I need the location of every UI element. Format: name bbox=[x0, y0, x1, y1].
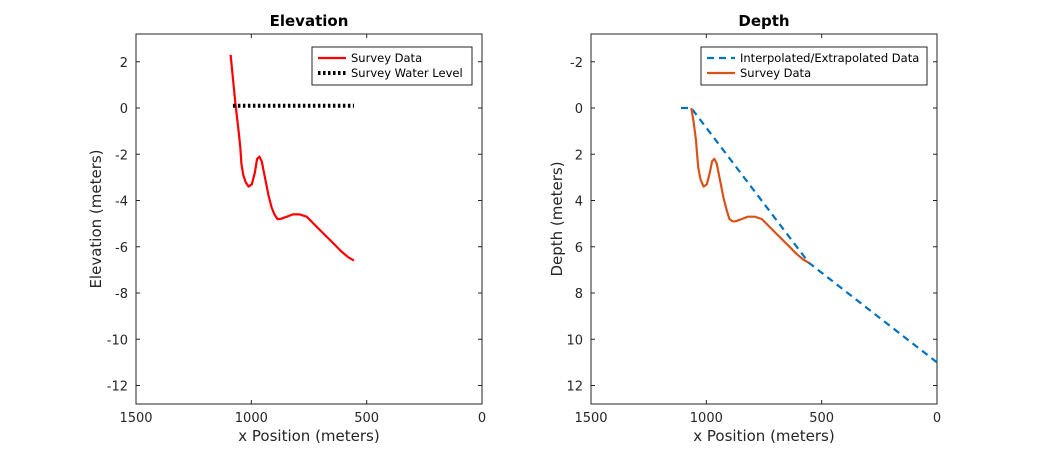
depth-plot-legend-label-0: Interpolated/Extrapolated Data bbox=[740, 51, 919, 65]
x-tick-label: 1000 bbox=[235, 411, 268, 426]
y-tick-label: -2 bbox=[115, 148, 128, 163]
x-tick-label: 1500 bbox=[574, 411, 607, 426]
x-tick-label: 0 bbox=[933, 411, 941, 426]
x-tick-label: 1000 bbox=[690, 411, 723, 426]
depth-plot-series-0-line bbox=[681, 106, 938, 364]
depth-plot-title: Depth bbox=[738, 12, 789, 30]
elevation-plot-series bbox=[229, 54, 355, 262]
elevation-plot: Elevation 1500 1000 500 0 2 0 -2 -4 -6 -8 -10 -12 x… bbox=[87, 12, 486, 445]
elevation-plot-ticks: 1500 1000 500 0 2 0 -2 -4 -6 -8 -10 -12 bbox=[107, 34, 486, 426]
y-tick-label: -6 bbox=[115, 241, 128, 256]
depth-plot-legend-frame bbox=[700, 46, 928, 86]
elevation-plot-legend-label-0: Survey Data bbox=[351, 51, 422, 65]
depth-plot-legend-label-1: Survey Data bbox=[740, 66, 811, 80]
y-tick-label: -2 bbox=[570, 56, 583, 71]
depth-plot-axes-box bbox=[590, 33, 938, 405]
x-tick-label: 500 bbox=[354, 411, 379, 426]
elevation-plot-legend-label-1: Survey Water Level bbox=[351, 66, 463, 80]
depth-plot-series bbox=[681, 106, 938, 364]
y-tick-label: 4 bbox=[575, 195, 583, 210]
y-tick-label: 0 bbox=[575, 102, 583, 117]
y-tick-label: 10 bbox=[566, 333, 583, 348]
depth-plot-ticks: 1500 1000 500 0 -2 0 2 4 6 8 10 12 bbox=[566, 34, 941, 426]
y-tick-label: -4 bbox=[115, 195, 128, 210]
elevation-plot-axes-box bbox=[135, 33, 483, 405]
x-tick-label: 500 bbox=[809, 411, 834, 426]
y-tick-label: 2 bbox=[575, 148, 583, 163]
y-tick-label: 0 bbox=[120, 102, 128, 117]
depth-plot: Depth 1500 1000 500 0 -2 0 2 4 6 8 10 12 x Position… bbox=[548, 12, 941, 445]
elevation-plot-title: Elevation bbox=[270, 12, 349, 30]
elevation-plot-legend-frame bbox=[311, 46, 473, 86]
elevation-plot-x-axis-label: x Position (meters) bbox=[238, 427, 379, 445]
depth-plot-series-1-line bbox=[690, 107, 810, 264]
y-tick-label: 2 bbox=[120, 56, 128, 71]
y-tick-label: -8 bbox=[115, 287, 128, 302]
y-tick-label: 6 bbox=[575, 241, 583, 256]
elevation-plot-series-0-line bbox=[229, 54, 355, 262]
x-tick-label: 1500 bbox=[119, 411, 152, 426]
y-tick-label: 8 bbox=[575, 287, 583, 302]
depth-plot-x-axis-label: x Position (meters) bbox=[693, 427, 834, 445]
x-tick-label: 0 bbox=[478, 411, 486, 426]
depth-plot-y-axis-label: Depth (meters) bbox=[548, 161, 566, 276]
y-tick-label: -10 bbox=[107, 333, 128, 348]
y-tick-label: -12 bbox=[107, 380, 128, 395]
y-tick-label: 12 bbox=[566, 380, 583, 395]
elevation-plot-y-axis-label: Elevation (meters) bbox=[87, 149, 105, 288]
